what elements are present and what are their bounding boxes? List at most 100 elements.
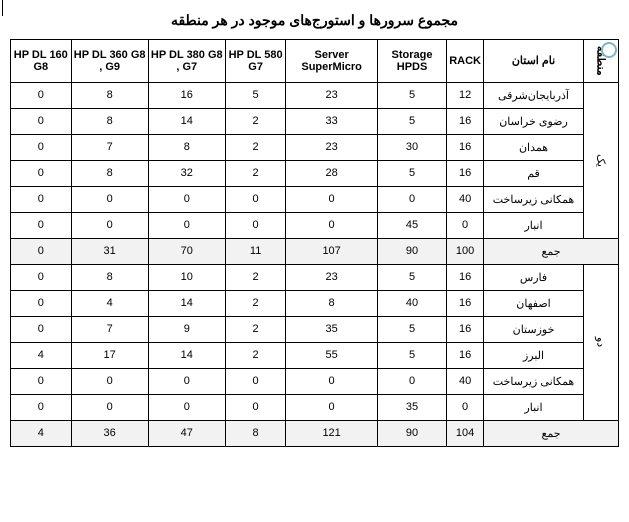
cell-dl360: 4 xyxy=(71,290,148,316)
cell-dl360: 8 xyxy=(71,108,148,134)
cell-dl380: 14 xyxy=(148,108,225,134)
cell-province: اصفهان xyxy=(484,290,584,316)
cell-province: خوزستان xyxy=(484,316,584,342)
cell-province: انبار xyxy=(484,394,584,420)
col-dl580: HP DL 580 G7 xyxy=(225,40,286,83)
cell-dl160: 0 xyxy=(11,160,72,186)
cell-dl380: 10 xyxy=(148,264,225,290)
cell-rack: 16 xyxy=(447,134,484,160)
table-row: رضوی خراسان1653321480 xyxy=(11,108,619,134)
cell-dl360: 0 xyxy=(71,368,148,394)
cell-dl160: 0 xyxy=(11,368,72,394)
cell-hpds: 5 xyxy=(377,108,446,134)
cell-rack: 0 xyxy=(447,212,484,238)
cell-sm: 23 xyxy=(286,134,377,160)
cell-province: انبار xyxy=(484,212,584,238)
cell-dl580: 2 xyxy=(225,160,286,186)
cell-dl380: 8 xyxy=(148,134,225,160)
sum-label: جمع xyxy=(484,420,619,446)
cell-hpds: 5 xyxy=(377,316,446,342)
cell-dl160: 0 xyxy=(11,108,72,134)
sum-rack: 104 xyxy=(447,420,484,446)
table-row: یکآذربایجان‌شرقی1252351680 xyxy=(11,82,619,108)
sum-dl360: 31 xyxy=(71,238,148,264)
cell-sm: 0 xyxy=(286,394,377,420)
cell-sm: 33 xyxy=(286,108,377,134)
cell-dl160: 0 xyxy=(11,186,72,212)
sum-rack: 100 xyxy=(447,238,484,264)
cell-rack: 16 xyxy=(447,342,484,368)
cell-dl580: 0 xyxy=(225,212,286,238)
table-row: خوزستان165352970 xyxy=(11,316,619,342)
cell-dl360: 0 xyxy=(71,186,148,212)
header-row: منطقه نام استان RACK Storage HPDS Server… xyxy=(11,40,619,83)
cell-province: آذربایجان‌شرقی xyxy=(484,82,584,108)
cell-hpds: 35 xyxy=(377,394,446,420)
cell-dl360: 8 xyxy=(71,82,148,108)
cell-province: همکانی زیرساخت xyxy=(484,368,584,394)
cell-sm: 23 xyxy=(286,264,377,290)
cell-dl380: 0 xyxy=(148,368,225,394)
cell-dl380: 0 xyxy=(148,212,225,238)
sum-hpds: 90 xyxy=(377,420,446,446)
table-row: انبار03500000 xyxy=(11,394,619,420)
cell-sm: 0 xyxy=(286,212,377,238)
cell-rack: 16 xyxy=(447,290,484,316)
cell-rack: 12 xyxy=(447,82,484,108)
cell-dl160: 0 xyxy=(11,134,72,160)
cell-dl580: 0 xyxy=(225,186,286,212)
sum-label: جمع xyxy=(484,238,619,264)
cell-dl360: 8 xyxy=(71,264,148,290)
cell-hpds: 30 xyxy=(377,134,446,160)
cell-dl380: 14 xyxy=(148,290,225,316)
cell-dl580: 5 xyxy=(225,82,286,108)
col-rack: RACK xyxy=(447,40,484,83)
col-hpds: Storage HPDS xyxy=(377,40,446,83)
cell-rack: 40 xyxy=(447,186,484,212)
sum-dl580: 11 xyxy=(225,238,286,264)
cell-hpds: 5 xyxy=(377,82,446,108)
cell-dl160: 0 xyxy=(11,212,72,238)
cell-dl160: 0 xyxy=(11,264,72,290)
cell-province: البرز xyxy=(484,342,584,368)
cell-province: قم xyxy=(484,160,584,186)
cell-rack: 16 xyxy=(447,160,484,186)
cell-dl360: 8 xyxy=(71,160,148,186)
sum-sm: 107 xyxy=(286,238,377,264)
sum-dl160: 4 xyxy=(11,420,72,446)
cell-dl360: 17 xyxy=(71,342,148,368)
cell-dl380: 16 xyxy=(148,82,225,108)
col-dl360: HP DL 360 G8 , G9 xyxy=(71,40,148,83)
cell-sm: 35 xyxy=(286,316,377,342)
cell-rack: 40 xyxy=(447,368,484,394)
cell-dl360: 7 xyxy=(71,134,148,160)
cell-rack: 16 xyxy=(447,316,484,342)
cell-rack: 16 xyxy=(447,108,484,134)
table-row: البرز16555214174 xyxy=(11,342,619,368)
sum-dl380: 47 xyxy=(148,420,225,446)
sum-sm: 121 xyxy=(286,420,377,446)
cell-sm: 55 xyxy=(286,342,377,368)
cell-dl580: 0 xyxy=(225,368,286,394)
cell-sm: 8 xyxy=(286,290,377,316)
region-cell: یک xyxy=(584,82,619,238)
cell-dl580: 0 xyxy=(225,394,286,420)
cell-hpds: 5 xyxy=(377,160,446,186)
sum-dl160: 0 xyxy=(11,238,72,264)
cell-dl380: 14 xyxy=(148,342,225,368)
cell-sm: 0 xyxy=(286,368,377,394)
cell-hpds: 40 xyxy=(377,290,446,316)
cell-hpds: 5 xyxy=(377,264,446,290)
table-row: قم1652823280 xyxy=(11,160,619,186)
cell-dl360: 7 xyxy=(71,316,148,342)
cell-dl160: 0 xyxy=(11,82,72,108)
cell-dl580: 2 xyxy=(225,342,286,368)
col-supermicro: Server SuperMicro xyxy=(286,40,377,83)
cell-sm: 28 xyxy=(286,160,377,186)
table-row: اصفهان1640821440 xyxy=(11,290,619,316)
cell-dl380: 9 xyxy=(148,316,225,342)
cell-dl380: 0 xyxy=(148,186,225,212)
cell-dl580: 2 xyxy=(225,134,286,160)
cell-dl160: 0 xyxy=(11,394,72,420)
table-row: همکانی زیرساخت40000000 xyxy=(11,368,619,394)
